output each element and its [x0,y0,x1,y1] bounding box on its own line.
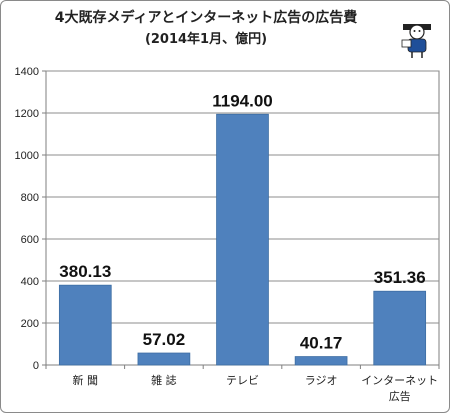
y-tick-label: 1200 [15,108,39,120]
data-label: 1194.00 [212,91,273,110]
x-category-label: 雑 誌 [151,373,177,387]
bar [373,290,427,366]
data-label: 40.17 [300,334,343,353]
y-tick-label: 200 [21,318,39,330]
y-tick-label: 1400 [15,66,39,78]
bar [294,356,348,366]
y-tick-label: 0 [33,360,39,372]
x-category-label: インターネット [361,374,438,387]
bar [58,284,112,366]
data-label: 57.02 [143,330,186,349]
y-tick-label: 600 [21,234,39,246]
x-category-label: 新 聞 [73,373,99,387]
mascot-icon [401,24,431,58]
y-tick-label: 400 [21,276,39,288]
chart-subtitle: (2014年1月、億円) [144,32,268,47]
y-tick-label: 1000 [15,150,39,162]
data-label: 380.13 [59,262,111,281]
bar [137,352,191,366]
y-tick-label: 800 [21,192,39,204]
x-category-label: 広告 [389,390,411,403]
data-label: 351.36 [374,268,426,287]
x-category-label: ラジオ [305,374,338,387]
chart-title: 4大既存メディアとインターネット広告の広告費 [54,10,358,26]
bar [216,113,269,366]
x-category-label: テレビ [226,374,259,387]
